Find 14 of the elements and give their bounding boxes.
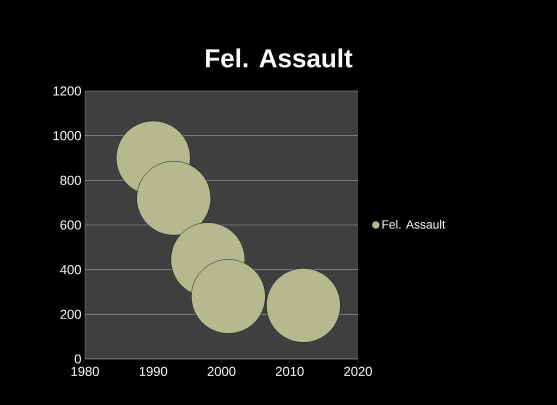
x-tick-label: 2020 [344,366,372,376]
x-tick-label: 2000 [208,366,236,376]
chart-title: Fel. Assault [206,48,352,68]
y-tick-label: 800 [60,176,81,185]
x-tick-label: 2010 [276,366,304,376]
y-tick-label: 1200 [54,86,81,96]
y-tick-label: 600 [60,220,81,230]
y-tick-label: 1000 [54,131,81,140]
x-tick-label: 1990 [140,366,168,376]
y-tick-label: 0 [74,354,81,364]
y-tick-label: 400 [60,265,81,274]
x-tick-label: 1980 [72,366,99,376]
legend-label: Fel. Assault [382,220,446,229]
y-tick-label: 200 [60,310,81,319]
